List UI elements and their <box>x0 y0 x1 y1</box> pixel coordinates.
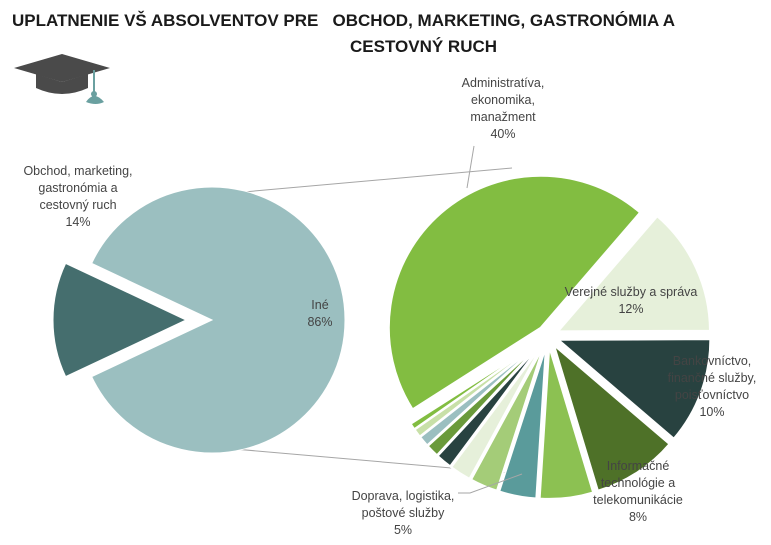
label-administrativa: Administratíva, ekonomika, manažment 40% <box>462 76 545 141</box>
secondary-pie-slice-1 <box>387 174 642 411</box>
label-verejne-sluzby: Verejné služby a správa 12% <box>565 285 698 316</box>
label-verejne-sluzby-line-2: 12% <box>618 302 643 316</box>
label-ine-line-1: Iné <box>311 298 328 312</box>
label-administrativa-line-2: ekonomika, <box>471 93 535 107</box>
label-informacne-technologie-line-2: technológie a <box>601 476 675 490</box>
secondary-pie-slice-3 <box>555 338 712 441</box>
main-pie-slice-2 <box>90 186 346 454</box>
label-administrativa-line-4: 40% <box>490 127 515 141</box>
label-obchod-line-2: gastronómia a <box>38 181 117 195</box>
main-pie-slice-1 <box>52 262 188 378</box>
label-informacne-technologie-line-4: 8% <box>629 510 647 524</box>
label-doprava: Doprava, logistika, poštové služby 5% <box>352 489 455 537</box>
label-bankovnictvo-line-1: Bankovníctvo, <box>673 354 752 368</box>
leader-line-doprava <box>458 473 523 494</box>
chart-title-line-2: CESTOVNÝ RUCH <box>350 37 498 56</box>
secondary-pie-slice-6 <box>497 346 547 500</box>
label-doprava-line-2: poštové služby <box>362 506 445 520</box>
secondary-pie <box>387 174 712 500</box>
label-bankovnictvo: Bankovníctvo, finančné služby, poisťovníct… <box>668 354 757 419</box>
label-obchod-line-1: Obchod, marketing, <box>23 164 132 178</box>
label-bankovnictvo-line-3: poisťovníctvo <box>675 388 749 402</box>
label-informacne-technologie-line-3: telekomunikácie <box>593 493 683 507</box>
data-labels: Obchod, marketing, gastronómia a cestovný … <box>23 76 756 537</box>
graduation-cap-icon <box>14 54 110 104</box>
label-ine-line-2: 86% <box>307 315 332 329</box>
chart-title-line-1: UPLATNENIE VŠ ABSOLVENTOV PRE OBCHOD, MA… <box>12 11 676 30</box>
label-obchod-line-3: cestovný ruch <box>39 198 116 212</box>
label-obchod: Obchod, marketing, gastronómia a cestovný … <box>23 164 132 229</box>
label-informacne-technologie-line-1: Informačné <box>607 459 670 473</box>
main-pie <box>52 186 346 454</box>
secondary-pie-slice-7 <box>469 345 545 493</box>
secondary-pie-slice-5 <box>538 346 595 500</box>
label-doprava-line-1: Doprava, logistika, <box>352 489 455 503</box>
secondary-pie-slice-8 <box>449 344 543 481</box>
chart-title: UPLATNENIE VŠ ABSOLVENTOV PRE OBCHOD, MA… <box>12 8 752 60</box>
label-obchod-line-4: 14% <box>65 215 90 229</box>
secondary-pie-slice-4 <box>552 342 671 492</box>
leader-line-administrativa <box>466 145 475 189</box>
secondary-pie-slice-2 <box>555 214 711 333</box>
label-ine: Iné 86% <box>307 298 332 329</box>
label-doprava-line-3: 5% <box>394 523 412 537</box>
label-administrativa-line-1: Administratíva, <box>462 76 545 90</box>
label-verejne-sluzby-line-1: Verejné služby a správa <box>565 285 698 299</box>
label-administrativa-line-3: manažment <box>470 110 536 124</box>
secondary-pie-slice-13 <box>409 341 540 431</box>
label-bankovnictvo-line-4: 10% <box>699 405 724 419</box>
label-informacne-technologie: Informačné technológie a telekomunikácie 8% <box>593 459 683 524</box>
leader-lines <box>458 145 523 494</box>
label-bankovnictvo-line-2: finančné služby, <box>668 371 757 385</box>
secondary-pie-slice-9 <box>436 343 542 468</box>
